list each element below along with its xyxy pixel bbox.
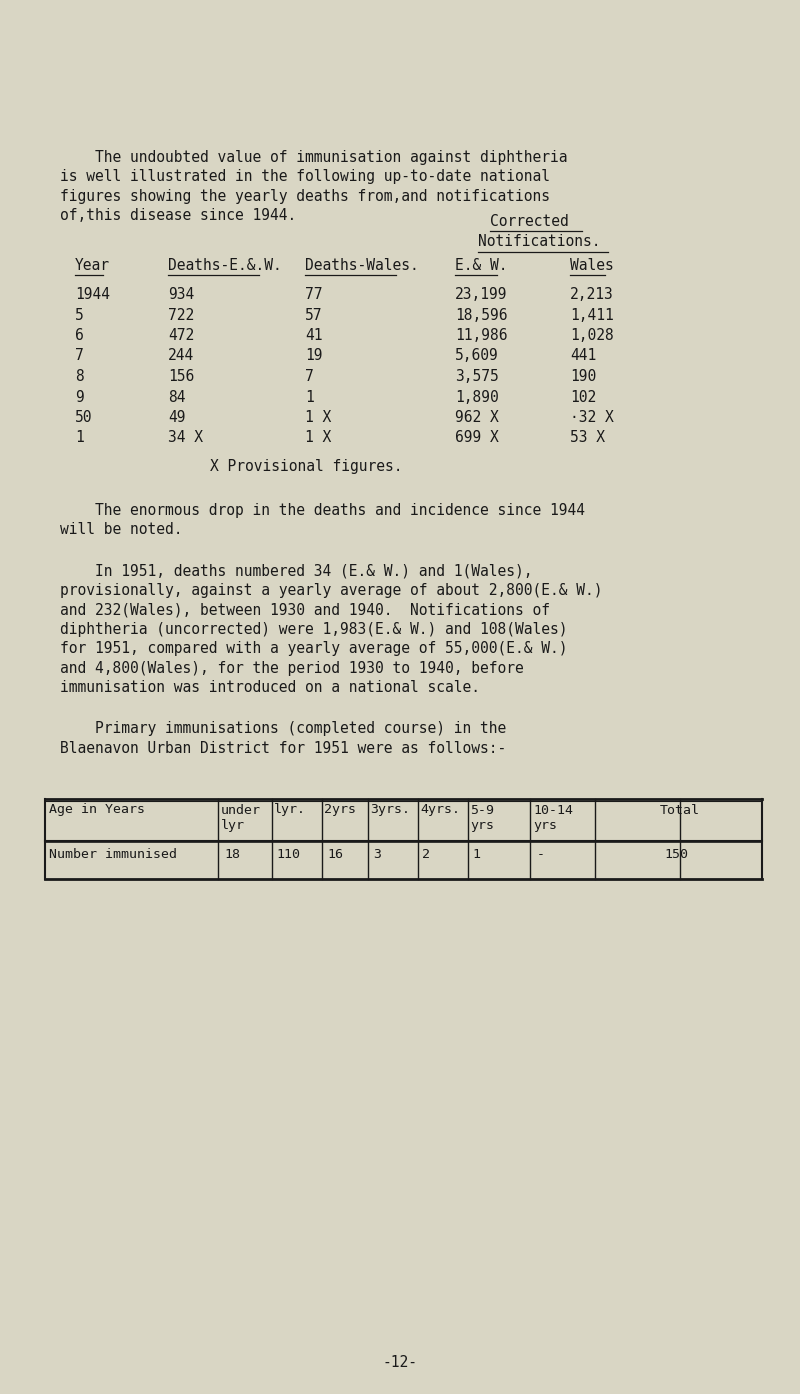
Text: Wales: Wales (570, 258, 614, 272)
Text: 23,199: 23,199 (455, 287, 507, 302)
Text: will be noted.: will be noted. (60, 523, 182, 538)
Text: 84: 84 (168, 389, 186, 404)
Text: for 1951, compared with a yearly average of 55,000(E.& W.): for 1951, compared with a yearly average… (60, 641, 567, 657)
Text: 190: 190 (570, 369, 596, 383)
Text: 5: 5 (75, 308, 84, 322)
Text: 3yrs.: 3yrs. (370, 803, 410, 817)
Text: yrs: yrs (533, 818, 557, 831)
Text: Deaths-Wales.: Deaths-Wales. (305, 258, 418, 272)
Text: Age in Years: Age in Years (49, 803, 145, 817)
Text: Blaenavon Urban District for 1951 were as follows:-: Blaenavon Urban District for 1951 were a… (60, 742, 506, 756)
Text: Total: Total (660, 803, 700, 817)
Text: provisionally, against a yearly average of about 2,800(E.& W.): provisionally, against a yearly average … (60, 583, 602, 598)
Text: In 1951, deaths numbered 34 (E.& W.) and 1(Wales),: In 1951, deaths numbered 34 (E.& W.) and… (60, 563, 533, 579)
Text: 10-14: 10-14 (533, 803, 573, 817)
Text: 7: 7 (305, 369, 314, 383)
Text: Corrected: Corrected (490, 213, 569, 229)
Text: 18: 18 (224, 849, 240, 861)
Text: Deaths-E.&.W.: Deaths-E.&.W. (168, 258, 282, 272)
Text: 18,596: 18,596 (455, 308, 507, 322)
Text: 962 X: 962 X (455, 410, 498, 425)
Text: figures showing the yearly deaths from,and notifications: figures showing the yearly deaths from,a… (60, 190, 550, 204)
Text: The undoubted value of immunisation against diphtheria: The undoubted value of immunisation agai… (60, 151, 567, 164)
Text: 1: 1 (75, 431, 84, 446)
Text: 1,411: 1,411 (570, 308, 614, 322)
Text: diphtheria (uncorrected) were 1,983(E.& W.) and 108(Wales): diphtheria (uncorrected) were 1,983(E.& … (60, 622, 567, 637)
Text: 53 X: 53 X (570, 431, 605, 446)
Text: ·32 X: ·32 X (570, 410, 614, 425)
Text: 9: 9 (75, 389, 84, 404)
Text: 50: 50 (75, 410, 93, 425)
Text: under: under (221, 803, 261, 817)
Text: 57: 57 (305, 308, 322, 322)
Text: 1: 1 (472, 849, 480, 861)
Text: 19: 19 (305, 348, 322, 364)
Text: 77: 77 (305, 287, 322, 302)
Text: Notifications.: Notifications. (478, 234, 601, 250)
Text: 3: 3 (373, 849, 381, 861)
Text: is well illustrated in the following up-to-date national: is well illustrated in the following up-… (60, 170, 550, 184)
Text: and 232(Wales), between 1930 and 1940.  Notifications of: and 232(Wales), between 1930 and 1940. N… (60, 602, 550, 618)
Text: 150: 150 (664, 849, 688, 861)
Text: 1,028: 1,028 (570, 328, 614, 343)
Text: 110: 110 (276, 849, 300, 861)
Text: yrs: yrs (470, 818, 494, 831)
Text: 2yrs: 2yrs (324, 803, 356, 817)
Text: and 4,800(Wales), for the period 1930 to 1940, before: and 4,800(Wales), for the period 1930 to… (60, 661, 524, 676)
Text: 934: 934 (168, 287, 194, 302)
Text: 41: 41 (305, 328, 322, 343)
Text: 1944: 1944 (75, 287, 110, 302)
Text: 244: 244 (168, 348, 194, 364)
Text: 5,609: 5,609 (455, 348, 498, 364)
Text: 1 X: 1 X (305, 410, 331, 425)
Text: The enormous drop in the deaths and incidence since 1944: The enormous drop in the deaths and inci… (60, 503, 585, 519)
Text: lyr.: lyr. (274, 803, 306, 817)
Text: lyr: lyr (221, 818, 245, 831)
Text: 34 X: 34 X (168, 431, 203, 446)
Text: 5-9: 5-9 (470, 803, 494, 817)
Text: 7: 7 (75, 348, 84, 364)
Text: 441: 441 (570, 348, 596, 364)
Text: -12-: -12- (382, 1355, 418, 1370)
Text: 722: 722 (168, 308, 194, 322)
Text: 49: 49 (168, 410, 186, 425)
Text: E.& W.: E.& W. (455, 258, 507, 272)
Text: Year: Year (75, 258, 110, 272)
Text: of,this disease since 1944.: of,this disease since 1944. (60, 209, 296, 223)
Text: 2: 2 (422, 849, 430, 861)
Text: X Provisional figures.: X Provisional figures. (210, 459, 402, 474)
Text: 1: 1 (305, 389, 314, 404)
Text: 3,575: 3,575 (455, 369, 498, 383)
Text: 1,890: 1,890 (455, 389, 498, 404)
Text: Number immunised: Number immunised (49, 849, 177, 861)
Text: 156: 156 (168, 369, 194, 383)
Text: 472: 472 (168, 328, 194, 343)
Text: 699 X: 699 X (455, 431, 498, 446)
Text: 6: 6 (75, 328, 84, 343)
Text: Primary immunisations (completed course) in the: Primary immunisations (completed course)… (60, 722, 506, 736)
Text: 1 X: 1 X (305, 431, 331, 446)
Text: immunisation was introduced on a national scale.: immunisation was introduced on a nationa… (60, 680, 480, 696)
Text: 102: 102 (570, 389, 596, 404)
Text: 2,213: 2,213 (570, 287, 614, 302)
Text: 8: 8 (75, 369, 84, 383)
Text: -: - (537, 849, 545, 861)
Text: 11,986: 11,986 (455, 328, 507, 343)
Text: 4yrs.: 4yrs. (420, 803, 460, 817)
Text: 16: 16 (327, 849, 343, 861)
